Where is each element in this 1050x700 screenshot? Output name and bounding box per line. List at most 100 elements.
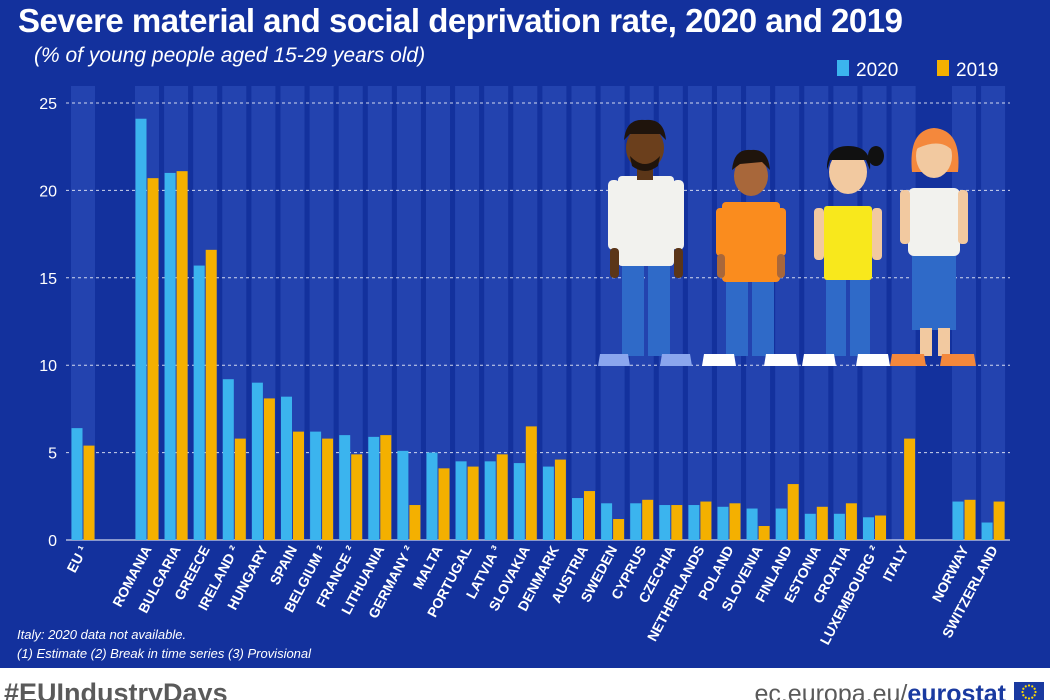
eu-flag-icon bbox=[1014, 682, 1044, 700]
bar-2019-2 bbox=[176, 171, 188, 540]
bar-2019-10 bbox=[409, 505, 421, 540]
series-2020-bars bbox=[71, 118, 993, 541]
bar-2019-5 bbox=[263, 398, 275, 540]
bar-2019-11 bbox=[438, 468, 450, 540]
bar-2019-14 bbox=[525, 426, 537, 540]
bar-2019-4 bbox=[234, 438, 246, 540]
bar-2019-26 bbox=[875, 515, 886, 540]
bar-2020-26 bbox=[863, 517, 874, 540]
person-man-icon bbox=[598, 119, 692, 366]
bar-2020-12 bbox=[455, 461, 467, 540]
y-axis-tick-labels: 0 5 10 15 20 25 bbox=[39, 96, 57, 550]
eu-star bbox=[1031, 685, 1034, 688]
bar-2019-0 bbox=[83, 445, 95, 540]
eu-star bbox=[1027, 697, 1031, 700]
bar-2020-4 bbox=[222, 379, 234, 540]
bar-2020-14 bbox=[513, 463, 525, 540]
bar-2020-20 bbox=[688, 505, 700, 540]
bar-2019-19 bbox=[671, 505, 683, 540]
stripe-24 bbox=[804, 86, 829, 540]
bar-2019-23 bbox=[787, 484, 799, 540]
eu-star bbox=[1031, 696, 1034, 699]
bar-2019-25 bbox=[845, 503, 857, 540]
bar-2020-29 bbox=[981, 522, 993, 540]
y-tick-5: 5 bbox=[48, 446, 57, 463]
eu-star bbox=[1022, 694, 1025, 697]
bar-2020-0 bbox=[71, 428, 83, 540]
bar-2019-27 bbox=[904, 438, 916, 540]
bar-2020-13 bbox=[484, 461, 496, 540]
legend-label-2020: 2020 bbox=[856, 60, 898, 81]
bar-2020-2 bbox=[164, 172, 176, 541]
bar-2019-8 bbox=[351, 454, 363, 540]
bar-2019-12 bbox=[467, 466, 479, 540]
bar-2020-23 bbox=[775, 508, 787, 540]
y-tick-10: 10 bbox=[39, 358, 57, 375]
legend: 2020 2019 bbox=[837, 60, 998, 81]
legend-label-2019: 2019 bbox=[956, 60, 998, 81]
stripe-20 bbox=[687, 86, 712, 540]
bar-2020-16 bbox=[572, 498, 583, 540]
x-label-0: EU ¹ bbox=[63, 543, 90, 576]
eu-stars-icon bbox=[1021, 684, 1037, 700]
bar-2019-18 bbox=[642, 499, 654, 540]
eu-star bbox=[1033, 687, 1036, 690]
hashtag: #EUIndustryDays bbox=[4, 678, 228, 700]
eu-star bbox=[1027, 684, 1031, 687]
bar-2020-5 bbox=[251, 382, 263, 540]
bar-2019-7 bbox=[322, 438, 334, 540]
stripe-29 bbox=[981, 86, 1006, 540]
bar-2020-25 bbox=[833, 513, 845, 540]
person-boy-icon bbox=[702, 149, 798, 366]
y-tick-0: 0 bbox=[48, 533, 57, 550]
bar-2020-21 bbox=[717, 506, 729, 540]
y-tick-25: 25 bbox=[39, 96, 57, 113]
people-illustration bbox=[598, 119, 976, 366]
bar-2019-16 bbox=[584, 491, 595, 540]
bar-2019-3 bbox=[205, 249, 217, 540]
bar-2020-3 bbox=[193, 265, 205, 540]
website-link[interactable]: ec.europa.eu/eurostat bbox=[754, 680, 1006, 700]
website-brand: eurostat bbox=[907, 680, 1006, 700]
eu-star bbox=[1033, 694, 1036, 697]
eu-star bbox=[1021, 690, 1024, 694]
note-legend: (1) Estimate (2) Break in time series (3… bbox=[17, 646, 312, 661]
person-woman-icon bbox=[890, 128, 976, 366]
bar-2020-17 bbox=[601, 503, 613, 540]
eu-star bbox=[1034, 690, 1037, 694]
bar-2020-9 bbox=[368, 436, 380, 540]
bar-2020-28 bbox=[952, 501, 964, 540]
website-prefix: ec.europa.eu/ bbox=[754, 680, 908, 700]
legend-swatch-2019 bbox=[937, 60, 949, 76]
bar-2020-8 bbox=[339, 435, 351, 540]
bar-2019-13 bbox=[496, 454, 508, 540]
bar-2019-20 bbox=[700, 501, 712, 540]
eu-star bbox=[1024, 685, 1027, 688]
y-tick-20: 20 bbox=[39, 183, 57, 200]
bar-chart: 0 5 10 15 20 25 bbox=[39, 60, 1010, 647]
eu-star bbox=[1024, 696, 1027, 699]
bar-2019-6 bbox=[293, 431, 304, 540]
bar-2020-7 bbox=[310, 431, 322, 540]
person-girl-icon bbox=[802, 146, 890, 366]
bar-2020-15 bbox=[542, 466, 554, 540]
y-tick-15: 15 bbox=[39, 271, 57, 288]
stripe-16 bbox=[571, 86, 596, 540]
stripe-17 bbox=[600, 86, 625, 540]
bar-2019-22 bbox=[758, 526, 770, 540]
footer-bar: #EUIndustryDays ec.europa.eu/eurostat bbox=[0, 668, 1050, 700]
bar-2020-22 bbox=[746, 508, 758, 540]
bar-2020-24 bbox=[804, 513, 816, 540]
bar-2019-1 bbox=[147, 178, 159, 540]
bar-2020-1 bbox=[135, 118, 147, 541]
bar-2019-28 bbox=[964, 499, 976, 540]
x-label-27: ITALY bbox=[879, 542, 911, 584]
bar-2020-6 bbox=[281, 396, 292, 540]
bar-2019-17 bbox=[613, 519, 625, 540]
stripe-23 bbox=[775, 86, 800, 540]
bar-2020-11 bbox=[426, 452, 438, 540]
bar-2019-15 bbox=[554, 459, 566, 540]
bar-2020-18 bbox=[630, 503, 642, 540]
